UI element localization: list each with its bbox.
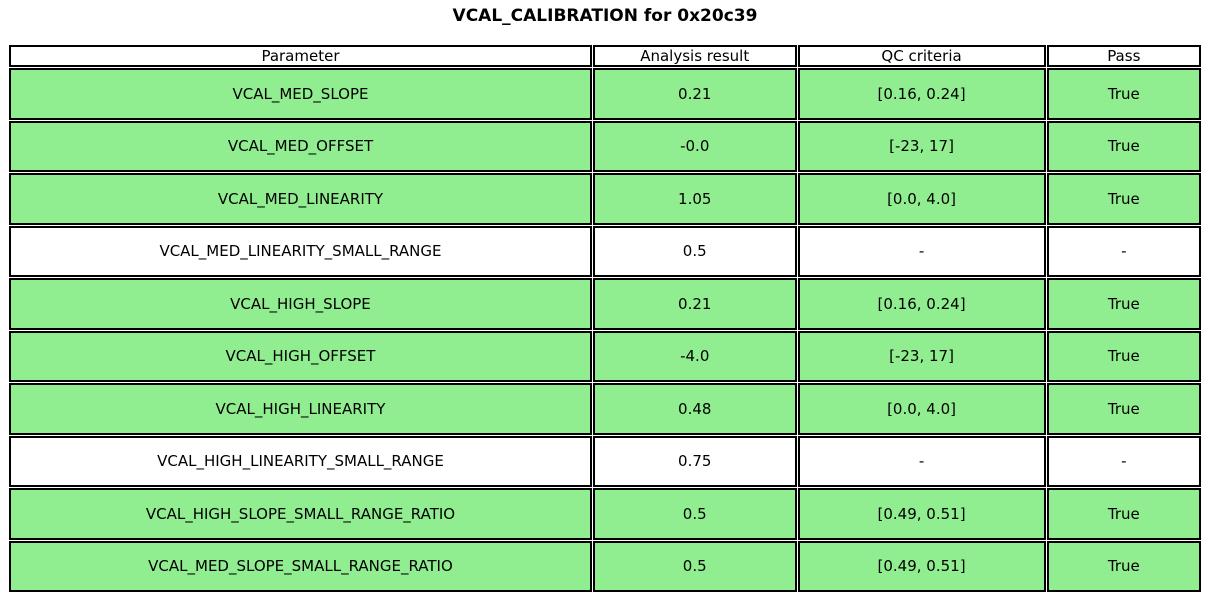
cell-analysis-result: 0.5 — [592, 540, 797, 592]
column-header-parameter: Parameter — [9, 45, 592, 67]
table-row: VCAL_HIGH_OFFSET -4.0 [-23, 17] True — [9, 330, 1201, 382]
cell-analysis-result: -4.0 — [592, 330, 797, 382]
cell-qc-criteria: [0.16, 0.24] — [797, 278, 1046, 330]
cell-parameter: VCAL_MED_LINEARITY — [9, 173, 592, 225]
table-body: VCAL_MED_SLOPE 0.21 [0.16, 0.24] True VCAL_M… — [9, 68, 1201, 592]
cell-analysis-result: 0.75 — [592, 435, 797, 487]
cell-pass: True — [1046, 68, 1201, 120]
cell-qc-criteria: [-23, 17] — [797, 330, 1046, 382]
table-row: VCAL_MED_LINEARITY 1.05 [0.0, 4.0] True — [9, 173, 1201, 225]
cell-pass: - — [1046, 435, 1201, 487]
table-row: VCAL_HIGH_SLOPE_SMALL_RANGE_RATIO 0.5 [0.4… — [9, 488, 1201, 540]
table-row: VCAL_MED_SLOPE 0.21 [0.16, 0.24] True — [9, 68, 1201, 120]
table-row: VCAL_MED_OFFSET -0.0 [-23, 17] True — [9, 120, 1201, 172]
cell-parameter: VCAL_MED_LINEARITY_SMALL_RANGE — [9, 225, 592, 277]
cell-parameter: VCAL_HIGH_OFFSET — [9, 330, 592, 382]
table-header: Parameter Analysis result QC criteria Pa… — [9, 45, 1201, 67]
cell-parameter: VCAL_MED_SLOPE — [9, 68, 592, 120]
table-row: VCAL_HIGH_SLOPE 0.21 [0.16, 0.24] True — [9, 278, 1201, 330]
cell-parameter: VCAL_HIGH_LINEARITY — [9, 383, 592, 435]
cell-qc-criteria: [0.49, 0.51] — [797, 488, 1046, 540]
column-header-analysis-result: Analysis result — [592, 45, 797, 67]
cell-pass: True — [1046, 540, 1201, 592]
cell-qc-criteria: - — [797, 225, 1046, 277]
cell-qc-criteria: [0.49, 0.51] — [797, 540, 1046, 592]
column-header-qc-criteria: QC criteria — [797, 45, 1046, 67]
cell-parameter: VCAL_MED_OFFSET — [9, 120, 592, 172]
cell-pass: True — [1046, 173, 1201, 225]
cell-parameter: VCAL_HIGH_SLOPE — [9, 278, 592, 330]
cell-qc-criteria: [-23, 17] — [797, 120, 1046, 172]
cell-analysis-result: -0.0 — [592, 120, 797, 172]
cell-analysis-result: 0.21 — [592, 278, 797, 330]
column-header-pass: Pass — [1046, 45, 1201, 67]
cell-pass: True — [1046, 488, 1201, 540]
header-row: Parameter Analysis result QC criteria Pa… — [9, 45, 1201, 67]
cell-analysis-result: 1.05 — [592, 173, 797, 225]
cell-analysis-result: 0.5 — [592, 488, 797, 540]
table-row: VCAL_HIGH_LINEARITY 0.48 [0.0, 4.0] True — [9, 383, 1201, 435]
cell-pass: True — [1046, 278, 1201, 330]
table-row: VCAL_MED_SLOPE_SMALL_RANGE_RATIO 0.5 [0.49… — [9, 540, 1201, 592]
table-row: VCAL_MED_LINEARITY_SMALL_RANGE 0.5- - — [9, 225, 1201, 277]
cell-analysis-result: 0.21 — [592, 68, 797, 120]
cell-qc-criteria: [0.16, 0.24] — [797, 68, 1046, 120]
cell-parameter: VCAL_MED_SLOPE_SMALL_RANGE_RATIO — [9, 540, 592, 592]
cell-qc-criteria: - — [797, 435, 1046, 487]
cell-qc-criteria: [0.0, 4.0] — [797, 383, 1046, 435]
cell-pass: - — [1046, 225, 1201, 277]
cell-parameter: VCAL_HIGH_LINEARITY_SMALL_RANGE — [9, 435, 592, 487]
cell-pass: True — [1046, 120, 1201, 172]
cell-analysis-result: 0.48 — [592, 383, 797, 435]
cell-analysis-result: 0.5 — [592, 225, 797, 277]
cell-pass: True — [1046, 383, 1201, 435]
figure-title: VCAL_CALIBRATION for 0x20c39 — [452, 6, 758, 26]
cell-qc-criteria: [0.0, 4.0] — [797, 173, 1046, 225]
cell-pass: True — [1046, 330, 1201, 382]
qc-results-table: Parameter Analysis result QC criteria Pa… — [8, 44, 1202, 593]
cell-parameter: VCAL_HIGH_SLOPE_SMALL_RANGE_RATIO — [9, 488, 592, 540]
table-row: VCAL_HIGH_LINEARITY_SMALL_RANGE 0.75- - — [9, 435, 1201, 487]
